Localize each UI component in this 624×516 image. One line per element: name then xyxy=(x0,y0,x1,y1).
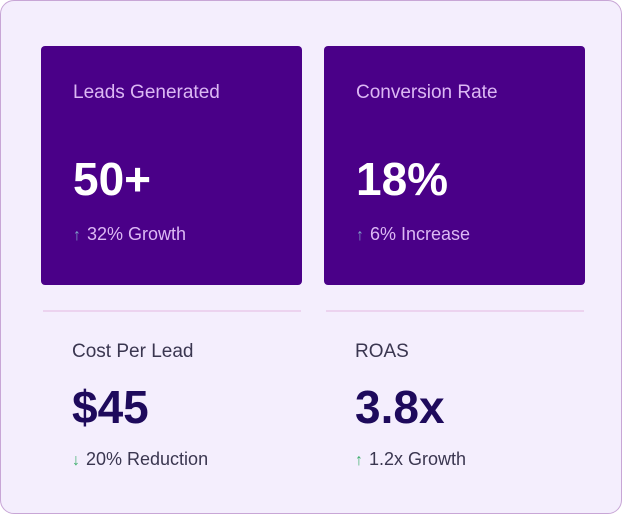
arrow-up-icon: ↑ xyxy=(355,452,363,469)
metric-change-text: 6% Increase xyxy=(370,224,471,244)
metric-label: ROAS xyxy=(355,341,409,362)
metric-stat-cost-per-lead: Cost Per Lead $45 ↓ 20% Reduction xyxy=(72,341,312,470)
arrow-down-icon: ↓ xyxy=(72,452,80,469)
metric-card-leads-generated: Leads Generated 50+ ↑ 32% Growth xyxy=(41,46,302,285)
metric-value: 3.8x xyxy=(355,381,445,433)
metric-label: Conversion Rate xyxy=(356,82,498,103)
metric-change: ↓ 20% Reduction xyxy=(72,449,312,470)
metric-label: Cost Per Lead xyxy=(72,341,194,362)
metric-change: ↑ 32% Growth xyxy=(73,224,186,245)
metric-stat-roas: ROAS 3.8x ↑ 1.2x Growth xyxy=(355,341,595,470)
arrow-up-icon: ↑ xyxy=(356,227,364,244)
metric-change: ↑ 1.2x Growth xyxy=(355,449,595,470)
divider xyxy=(43,310,301,312)
metric-change-text: 20% Reduction xyxy=(86,449,209,469)
metric-change: ↑ 6% Increase xyxy=(356,224,470,245)
metric-value: 18% xyxy=(356,153,449,205)
metric-change-text: 1.2x Growth xyxy=(369,449,467,469)
metric-change-text: 32% Growth xyxy=(87,224,187,244)
divider xyxy=(326,310,584,312)
metric-label: Leads Generated xyxy=(73,82,220,103)
metric-value: 50+ xyxy=(73,153,152,205)
arrow-up-icon: ↑ xyxy=(73,227,81,244)
metric-card-conversion-rate: Conversion Rate 18% ↑ 6% Increase xyxy=(324,46,585,285)
metric-value: $45 xyxy=(72,381,149,433)
